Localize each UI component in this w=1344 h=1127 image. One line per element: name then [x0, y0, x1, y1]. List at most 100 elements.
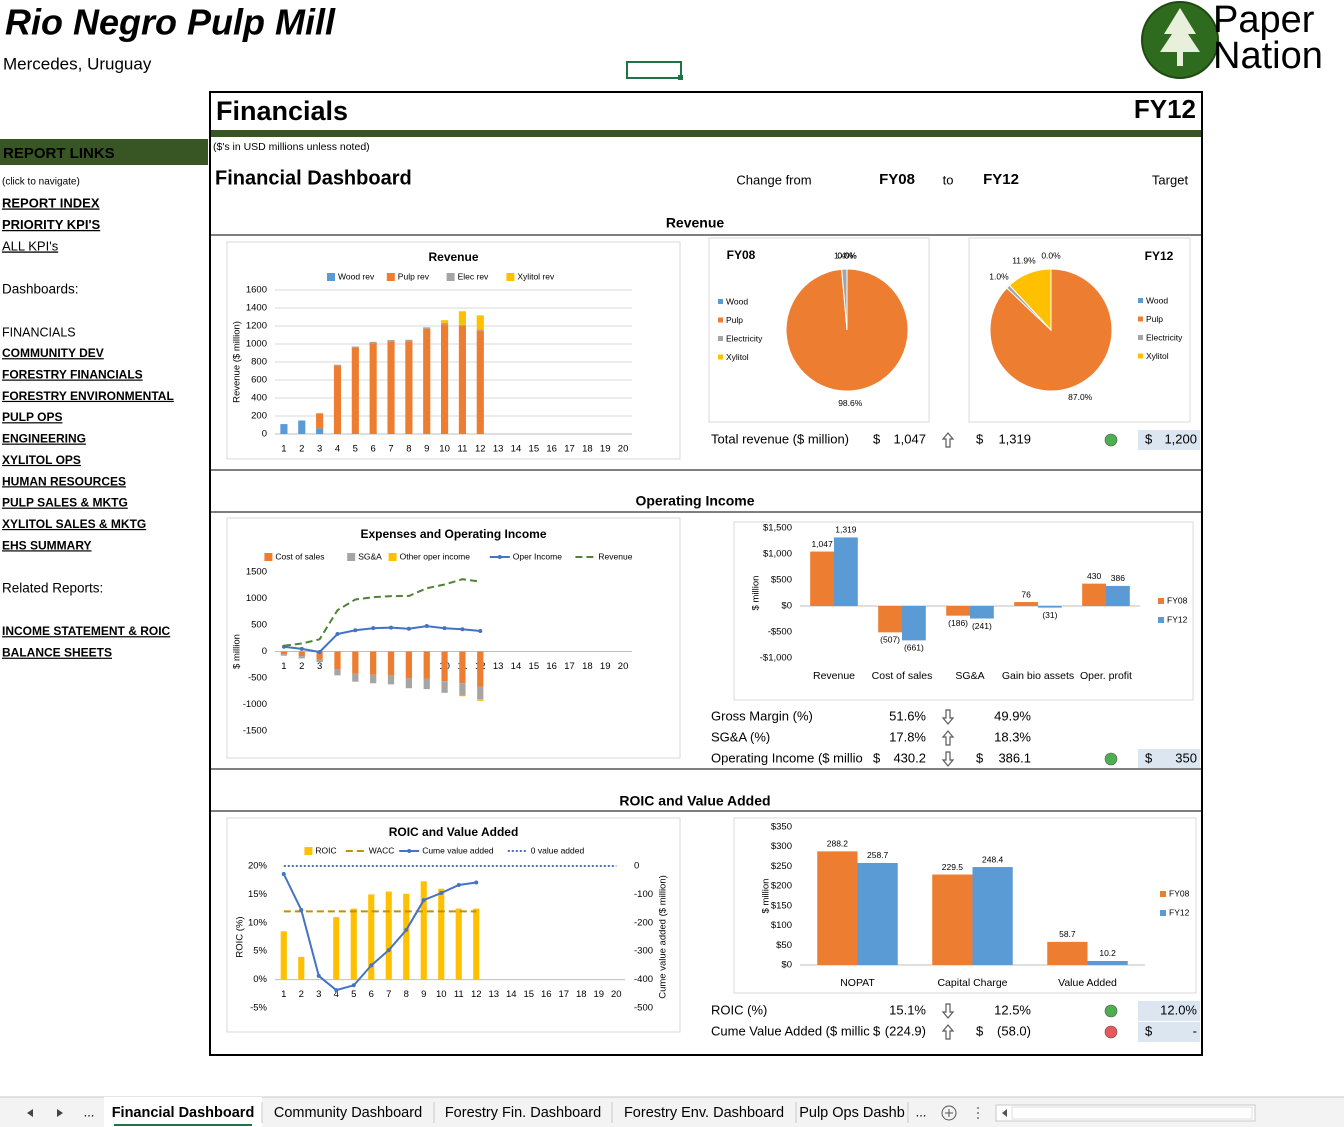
- x-tick-label: 14: [511, 444, 522, 455]
- x-tick-label: 19: [600, 661, 611, 672]
- dashboard-link[interactable]: EHS SUMMARY: [2, 538, 92, 552]
- x-tick-label: 13: [493, 661, 504, 672]
- metric-value: (58.0): [997, 1023, 1031, 1038]
- bar: [316, 659, 323, 663]
- bar: [387, 341, 395, 434]
- y-tick-label: $1,500: [763, 523, 792, 534]
- x-tick-label: 9: [424, 444, 429, 455]
- bar: [370, 674, 377, 684]
- dashboard-link[interactable]: XYLITOL OPS: [2, 453, 81, 467]
- column-header: Target: [1152, 172, 1189, 187]
- dashboard-link[interactable]: ENGINEERING: [2, 432, 86, 446]
- legend-label: Oper Income: [513, 551, 562, 561]
- y-tick-label: $250: [771, 861, 792, 872]
- status-dot: [1104, 752, 1118, 766]
- sheet-tab[interactable]: Community Dashboard: [274, 1105, 422, 1121]
- sheet-tab[interactable]: Pulp Ops Dashb: [799, 1105, 905, 1121]
- trend-arrow: [941, 1003, 955, 1019]
- chart-box: [226, 817, 681, 1033]
- metric-value: 430.2: [893, 750, 926, 765]
- line-marker: [353, 628, 358, 633]
- dashboard-link[interactable]: XYLITOL SALES & MKTG: [2, 517, 146, 531]
- bar: [972, 867, 1013, 965]
- data-label: (661): [904, 643, 924, 653]
- bar: [280, 424, 288, 434]
- scroll-thumb[interactable]: [1011, 1106, 1253, 1120]
- bar: [280, 654, 288, 656]
- add-sheet-icon: [945, 1109, 953, 1117]
- report-link[interactable]: PRIORITY KPI'S: [2, 217, 101, 232]
- line-marker: [421, 898, 426, 903]
- title-bar: [211, 130, 1201, 137]
- related-link[interactable]: INCOME STATEMENT & ROIC: [2, 624, 171, 638]
- y-tick-label: -500: [248, 673, 267, 684]
- tab-more[interactable]: ...: [916, 1104, 927, 1119]
- bar: [477, 651, 484, 687]
- sheet-tab[interactable]: Financial Dashboard: [112, 1105, 255, 1121]
- scroll-left[interactable]: [1002, 1109, 1007, 1117]
- tab-nav-prev[interactable]: [27, 1109, 33, 1117]
- bar: [441, 681, 448, 693]
- line-marker: [316, 973, 321, 978]
- sheet-tab[interactable]: Forestry Env. Dashboard: [624, 1105, 784, 1121]
- dashboard-link[interactable]: FORESTRY FINANCIALS: [2, 368, 143, 382]
- bar: [369, 343, 377, 434]
- x-tick-label: 8: [406, 444, 411, 455]
- bar: [477, 699, 484, 701]
- data-label: 229.5: [942, 862, 964, 872]
- x-tick-label: 15: [523, 989, 534, 1000]
- bar: [298, 656, 305, 659]
- x-tick-label: NOPAT: [840, 977, 875, 989]
- line-marker: [317, 650, 322, 655]
- bar: [352, 673, 359, 682]
- data-label: 0.0%: [1041, 250, 1061, 260]
- column-header: FY12: [983, 171, 1019, 188]
- y-tick-label: -500: [634, 1003, 653, 1014]
- bar: [441, 320, 449, 323]
- dashboard-link[interactable]: HUMAN RESOURCES: [2, 474, 126, 488]
- dashboard-link[interactable]: PULP OPS: [2, 410, 62, 424]
- metric-value: 12.5%: [994, 1002, 1031, 1017]
- logo-word: Paper: [1213, 0, 1315, 41]
- y-tick-label: -1000: [243, 699, 267, 710]
- bar: [970, 606, 994, 619]
- dashboard-link[interactable]: PULP SALES & MKTG: [2, 496, 128, 510]
- tab-nav-next[interactable]: [57, 1109, 63, 1117]
- bar: [878, 606, 902, 633]
- target-cell: [1138, 1001, 1200, 1021]
- chart-box: [226, 517, 681, 759]
- report-title: Financials: [216, 96, 348, 126]
- related-link[interactable]: BALANCE SHEETS: [2, 646, 112, 660]
- report-link[interactable]: REPORT INDEX: [2, 195, 100, 210]
- bar: [473, 908, 480, 980]
- metric-label: Operating Income ($ millio: [711, 750, 863, 765]
- trend-arrow: [941, 730, 955, 746]
- add-sheet-button[interactable]: [941, 1105, 957, 1121]
- report-link[interactable]: ALL KPI's: [2, 238, 59, 253]
- bar: [441, 322, 449, 325]
- bar: [817, 851, 858, 965]
- dashboard-link[interactable]: COMMUNITY DEV: [2, 346, 104, 360]
- y-tick-label: -$1,000: [760, 653, 792, 664]
- legend-label: Pulp: [726, 315, 743, 325]
- section-title: Operating Income: [635, 493, 754, 509]
- x-tick-label: 17: [564, 444, 575, 455]
- x-tick-label: 1: [281, 989, 286, 1000]
- y-tick-label: 1400: [246, 303, 267, 314]
- data-label: (241): [972, 621, 992, 631]
- tab-more[interactable]: ...: [84, 1104, 95, 1119]
- sheet-tab[interactable]: Forestry Fin. Dashboard: [445, 1105, 601, 1121]
- pie-slice: [841, 268, 848, 331]
- bar: [423, 328, 431, 434]
- metric-unit: $: [873, 1023, 881, 1038]
- x-tick-label: 10: [436, 989, 447, 1000]
- dashboard-link[interactable]: FORESTRY ENVIRONMENTAL: [2, 389, 174, 403]
- line-marker: [281, 871, 286, 876]
- line-marker: [389, 625, 394, 630]
- report-note: ($'s in USD millions unless noted): [213, 141, 370, 153]
- axis-title: Revenue ($ million): [232, 321, 243, 403]
- bar: [369, 341, 377, 344]
- legend-label: Wood: [726, 296, 748, 306]
- y-tick-label: 0%: [253, 974, 267, 985]
- metric-unit: $: [1145, 431, 1153, 446]
